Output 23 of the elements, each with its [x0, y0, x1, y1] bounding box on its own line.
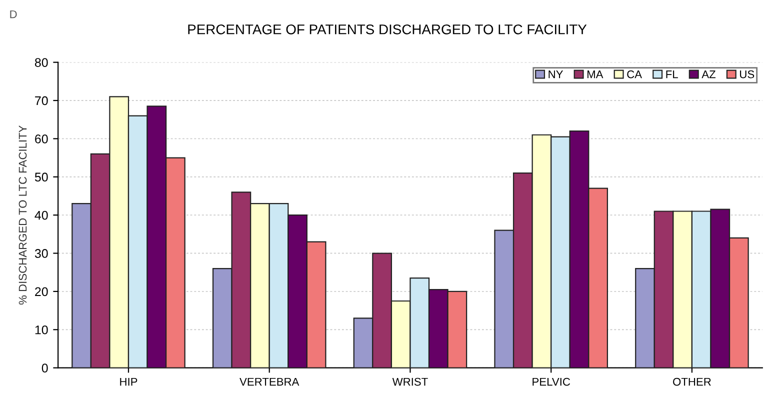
y-tick-label: 10 [35, 325, 48, 334]
x-tick-label: WRIST [392, 378, 428, 386]
legend-label: CA [627, 70, 642, 78]
text: D [10, 10, 17, 18]
legend-label: MA [587, 70, 604, 78]
y-tick-label: 80 [34, 58, 48, 67]
y-tick-label: 50 [34, 172, 48, 182]
legend-label: NY [548, 70, 563, 78]
x-tick-label: HIP [120, 378, 138, 386]
y-tick-label: 20 [35, 287, 48, 296]
legend-label: US [740, 70, 754, 78]
chart-title: PERCENTAGE OF PATIENTS DISCHARGED TO LTC FACILITY [188, 24, 587, 34]
y-axis-title: % DISCHARGED TO LTC FACILITY [18, 125, 27, 305]
y-tick-label: 30 [34, 249, 48, 258]
legend-label: FL [666, 70, 678, 78]
x-tick-label: PELVIC [532, 378, 570, 386]
y-tick-label: 40 [34, 210, 48, 220]
x-tick-label: VERTEBRA [240, 378, 300, 386]
x-tick-label: OTHER [673, 378, 711, 386]
y-tick-label: 60 [35, 134, 48, 144]
y-tick-label: 0 [42, 364, 48, 372]
y-tick-label: 70 [35, 96, 48, 106]
legend-label: AZ [702, 70, 716, 78]
